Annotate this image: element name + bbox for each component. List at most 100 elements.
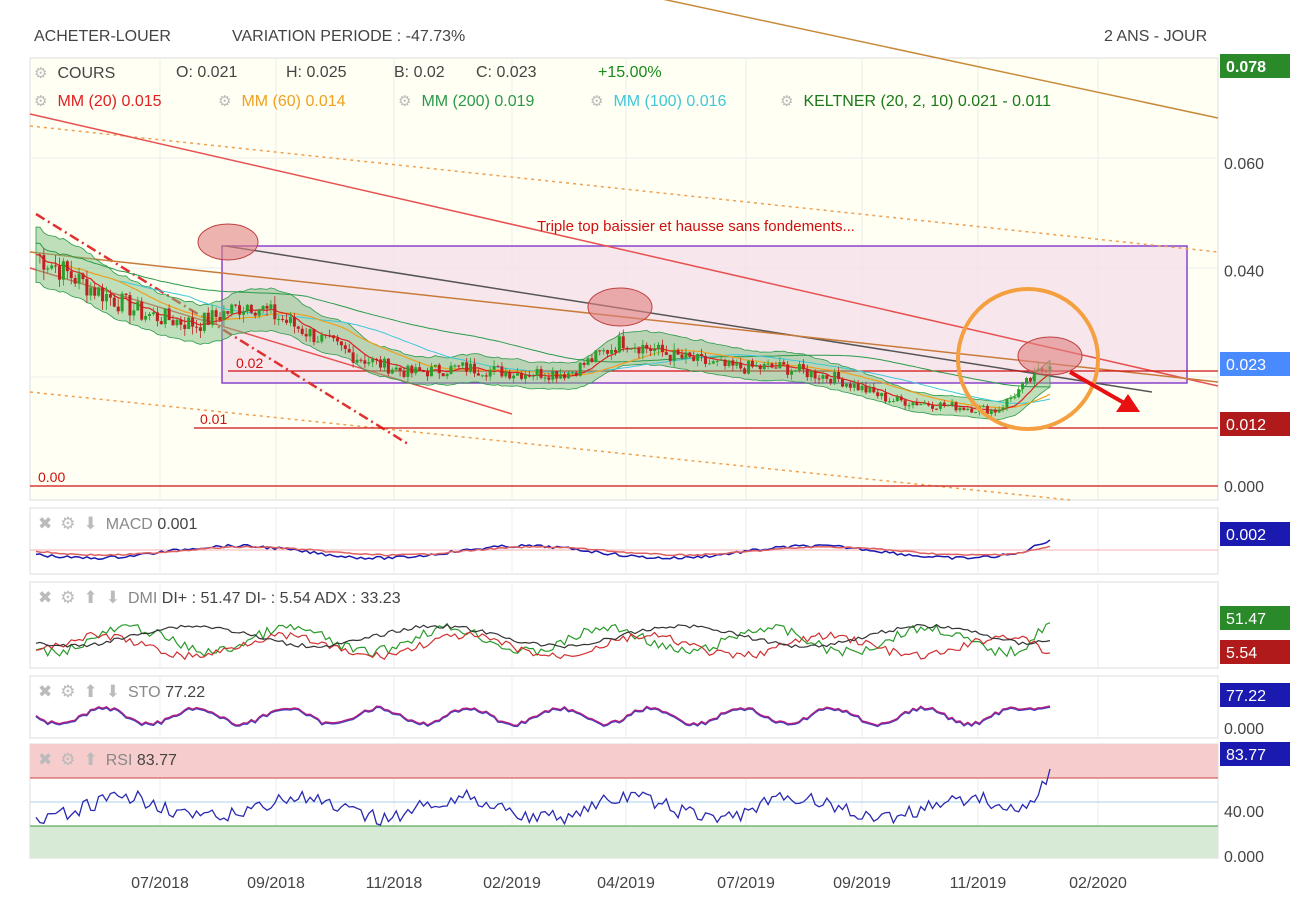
gear-icon[interactable]: ⚙ bbox=[218, 93, 232, 110]
candle-body bbox=[175, 319, 179, 326]
candle-body bbox=[214, 310, 218, 317]
candle-body bbox=[414, 367, 418, 374]
close-icon[interactable]: ✖ bbox=[38, 588, 53, 607]
mm200-legend[interactable]: ⚙ MM (200) 0.019 bbox=[398, 93, 535, 110]
arrow-down-icon[interactable]: ⬇ bbox=[105, 682, 120, 701]
candle-body bbox=[778, 362, 782, 369]
candle-body bbox=[684, 352, 688, 358]
arrow-down-icon[interactable]: ⬇ bbox=[83, 514, 98, 533]
candle-body bbox=[539, 368, 543, 378]
candle-body bbox=[504, 371, 508, 377]
candle-body bbox=[547, 377, 551, 380]
badge-last bbox=[1220, 352, 1290, 376]
gear-icon[interactable]: ⚙ bbox=[34, 93, 48, 110]
candle-body bbox=[864, 385, 868, 393]
candle-body bbox=[672, 349, 676, 361]
top-marker-2 bbox=[587, 287, 653, 327]
candle-body bbox=[625, 347, 629, 350]
candle-body bbox=[997, 409, 1001, 413]
y-tick-label: 0.000 bbox=[1224, 479, 1264, 496]
candle-body bbox=[645, 344, 649, 349]
gear-icon[interactable]: ⚙ bbox=[590, 93, 604, 110]
candle-body bbox=[931, 405, 935, 409]
arrow-up-icon[interactable]: ⬆ bbox=[83, 682, 98, 701]
candle-body bbox=[735, 362, 739, 366]
candle-body bbox=[343, 345, 347, 349]
candle-body bbox=[946, 405, 950, 407]
candle-body bbox=[230, 304, 234, 314]
candle-body bbox=[790, 371, 794, 375]
candle-body bbox=[1005, 398, 1009, 408]
gear-icon[interactable]: ⚙ bbox=[60, 514, 76, 533]
low-value: B: 0.02 bbox=[394, 64, 445, 81]
candle-body bbox=[715, 360, 719, 362]
candle-body bbox=[288, 317, 292, 323]
candle-body bbox=[543, 377, 547, 379]
y-tick-label: 0.040 bbox=[1224, 264, 1264, 281]
candle-body bbox=[782, 362, 786, 365]
x-tick-label: 02/2019 bbox=[483, 875, 541, 892]
candle-body bbox=[202, 312, 206, 331]
candle-body bbox=[848, 383, 852, 388]
close-icon[interactable]: ✖ bbox=[38, 750, 53, 769]
high-value: H: 0.025 bbox=[286, 64, 347, 81]
candle-body bbox=[339, 341, 343, 346]
gear-icon[interactable]: ⚙ bbox=[60, 682, 76, 701]
candle-body bbox=[281, 318, 285, 320]
candle-body bbox=[766, 363, 770, 365]
candle-body bbox=[285, 319, 289, 323]
candle-body bbox=[880, 392, 884, 397]
candle-body bbox=[277, 318, 281, 320]
sto-d-line bbox=[35, 706, 1051, 728]
mm100-legend[interactable]: ⚙ MM (100) 0.016 bbox=[590, 93, 727, 110]
keltner-legend[interactable]: ⚙ KELTNER (20, 2, 10) 0.021 - 0.011 bbox=[780, 93, 1051, 110]
candle-body bbox=[328, 335, 332, 337]
candle-body bbox=[104, 294, 108, 302]
candle-body bbox=[42, 255, 46, 270]
candlesticks bbox=[38, 248, 1052, 418]
candle-body bbox=[809, 370, 813, 378]
candle-body bbox=[116, 306, 120, 312]
candle-body bbox=[347, 348, 351, 353]
candle-body bbox=[261, 305, 265, 310]
candle-body bbox=[320, 334, 324, 342]
candle-body bbox=[719, 359, 723, 361]
rsi-tick-low: 0.000 bbox=[1224, 849, 1264, 866]
candle-body bbox=[692, 356, 696, 361]
x-tick-label: 02/2020 bbox=[1069, 875, 1127, 892]
candle-body bbox=[128, 295, 132, 316]
close-icon[interactable]: ✖ bbox=[38, 682, 53, 701]
candle-body bbox=[269, 304, 273, 309]
mm60-legend[interactable]: ⚙ MM (60) 0.014 bbox=[218, 93, 346, 110]
candle-body bbox=[841, 378, 845, 387]
y-tick-label: 0.060 bbox=[1224, 156, 1264, 173]
candle-body bbox=[124, 293, 128, 296]
candle-body bbox=[594, 350, 598, 362]
candle-body bbox=[516, 373, 520, 376]
candle-body bbox=[563, 374, 567, 379]
period-selector[interactable]: 2 ANS - JOUR bbox=[1104, 28, 1208, 45]
candle-body bbox=[253, 312, 257, 316]
candle-body bbox=[406, 365, 410, 377]
candle-body bbox=[257, 309, 261, 316]
candle-body bbox=[418, 367, 422, 371]
candle-body bbox=[837, 371, 841, 379]
arrow-down-icon[interactable]: ⬇ bbox=[105, 588, 120, 607]
candle-body bbox=[324, 334, 328, 336]
candle-body bbox=[574, 372, 578, 376]
gear-icon[interactable]: ⚙ bbox=[398, 93, 412, 110]
arrow-up-icon[interactable]: ⬆ bbox=[83, 588, 98, 607]
mm20-legend[interactable]: ⚙ MM (20) 0.015 bbox=[34, 93, 162, 110]
candle-body bbox=[335, 338, 339, 342]
gear-icon[interactable]: ⚙ bbox=[60, 750, 76, 769]
gear-icon[interactable]: ⚙ bbox=[34, 65, 48, 82]
candle-body bbox=[140, 301, 144, 320]
candle-body bbox=[210, 310, 214, 325]
sto-panel bbox=[29, 675, 1219, 739]
gear-icon[interactable]: ⚙ bbox=[780, 93, 794, 110]
adx-line bbox=[35, 623, 1051, 649]
gear-icon[interactable]: ⚙ bbox=[60, 588, 76, 607]
arrow-up-icon[interactable]: ⬆ bbox=[83, 750, 98, 769]
close-icon[interactable]: ✖ bbox=[38, 514, 53, 533]
candle-body bbox=[617, 336, 621, 353]
